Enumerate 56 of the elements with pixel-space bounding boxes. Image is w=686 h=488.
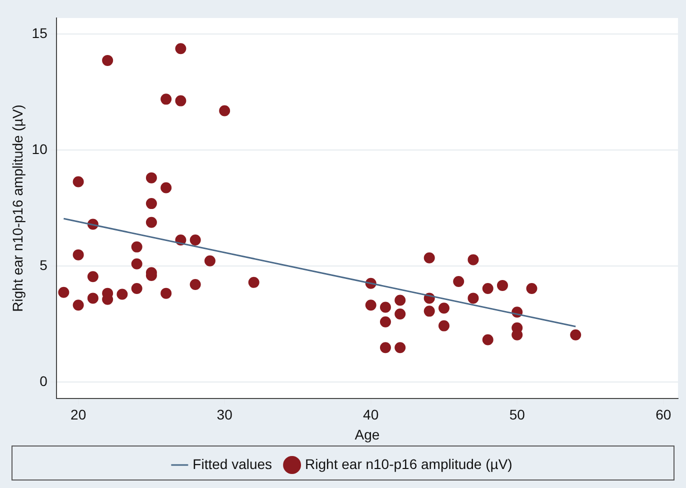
- point: [482, 282, 494, 294]
- point: [248, 276, 260, 288]
- point: [204, 255, 216, 266]
- point: [160, 94, 172, 105]
- x-tick-label: 60: [656, 406, 672, 423]
- point: [219, 105, 230, 116]
- x-axis-title: Age: [354, 426, 380, 442]
- point: [102, 54, 114, 66]
- point: [453, 276, 464, 287]
- point: [190, 279, 201, 290]
- point: [438, 320, 450, 332]
- point: [146, 216, 157, 228]
- point: [146, 198, 157, 210]
- point: [424, 306, 435, 317]
- legend-label: Right ear n10-p16 amplitude (µV): [305, 456, 512, 472]
- point: [468, 254, 479, 266]
- point: [72, 300, 84, 311]
- y-axis-title: Right ear n10-p16 amplitude (µV): [9, 104, 26, 312]
- point: [570, 329, 582, 340]
- point: [380, 342, 391, 354]
- point: [190, 234, 201, 246]
- point: [175, 95, 186, 106]
- point: [175, 43, 186, 54]
- point: [394, 308, 406, 320]
- y-tick-label: 15: [32, 25, 48, 42]
- point: [87, 271, 98, 282]
- point: [365, 300, 376, 311]
- x-tick-label: 50: [509, 406, 526, 423]
- point: [380, 316, 391, 328]
- point: [58, 286, 70, 298]
- point: [380, 302, 391, 313]
- point: [394, 342, 406, 354]
- point: [131, 258, 142, 270]
- point: [72, 249, 84, 260]
- point: [482, 334, 494, 346]
- y-tick-label: 5: [40, 257, 48, 274]
- legend-label: Fitted values: [192, 456, 272, 472]
- point: [526, 282, 538, 294]
- point: [116, 288, 128, 300]
- x-tick-label: 40: [363, 406, 379, 423]
- point: [131, 241, 142, 252]
- point: [394, 294, 406, 306]
- x-tick-label: 30: [216, 406, 233, 423]
- point: [424, 252, 435, 264]
- point: [87, 292, 98, 304]
- point: [131, 282, 142, 294]
- point: [160, 182, 172, 194]
- y-tick-label: 10: [32, 141, 48, 158]
- point: [146, 172, 157, 184]
- x-tick-label: 20: [70, 406, 86, 423]
- point: [160, 288, 172, 299]
- point: [438, 302, 450, 314]
- point: [468, 292, 479, 304]
- y-tick-label: 0: [40, 373, 48, 390]
- point: [496, 280, 508, 291]
- point: [72, 176, 84, 188]
